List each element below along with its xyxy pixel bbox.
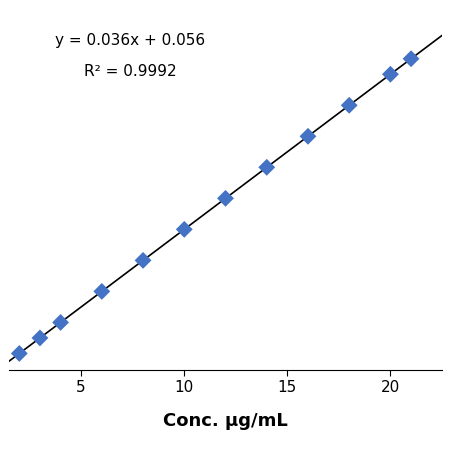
Text: y = 0.036x + 0.056: y = 0.036x + 0.056 [55, 33, 205, 48]
Text: R² = 0.9992: R² = 0.9992 [84, 64, 176, 79]
X-axis label: Conc. μg/mL: Conc. μg/mL [163, 412, 288, 430]
Point [37, 334, 44, 341]
Point [181, 226, 188, 233]
Point [263, 164, 270, 171]
Point [98, 288, 106, 295]
Point [304, 133, 312, 140]
Point [387, 71, 394, 78]
Point [16, 350, 23, 357]
Point [222, 195, 229, 202]
Point [57, 319, 64, 326]
Point [407, 55, 414, 62]
Point [345, 101, 353, 109]
Point [139, 257, 147, 264]
